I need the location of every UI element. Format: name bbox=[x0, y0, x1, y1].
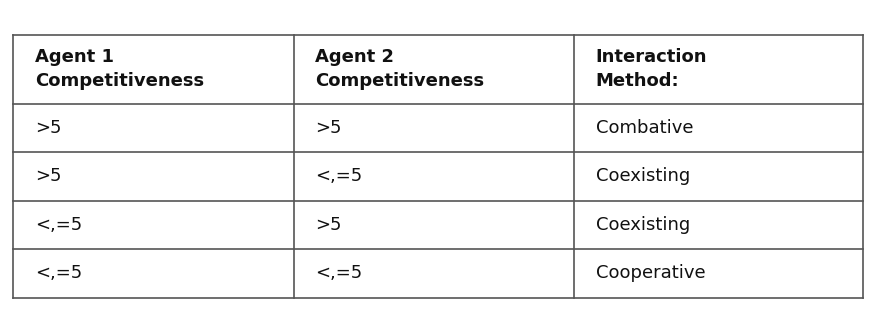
Text: <,=5: <,=5 bbox=[35, 264, 82, 282]
Text: Coexisting: Coexisting bbox=[596, 168, 690, 185]
Text: >5: >5 bbox=[35, 119, 61, 137]
Text: <,=5: <,=5 bbox=[315, 264, 363, 282]
Text: Interaction
Method:: Interaction Method: bbox=[596, 49, 707, 90]
Text: <,=5: <,=5 bbox=[315, 168, 363, 185]
Text: Cooperative: Cooperative bbox=[596, 264, 705, 282]
Text: Agent 1
Competitiveness: Agent 1 Competitiveness bbox=[35, 49, 204, 90]
Text: <,=5: <,=5 bbox=[35, 216, 82, 234]
Text: Agent 2
Competitiveness: Agent 2 Competitiveness bbox=[315, 49, 484, 90]
Text: >5: >5 bbox=[35, 168, 61, 185]
Text: >5: >5 bbox=[315, 119, 342, 137]
Text: >5: >5 bbox=[315, 216, 342, 234]
Text: Coexisting: Coexisting bbox=[596, 216, 690, 234]
Text: Combative: Combative bbox=[596, 119, 694, 137]
